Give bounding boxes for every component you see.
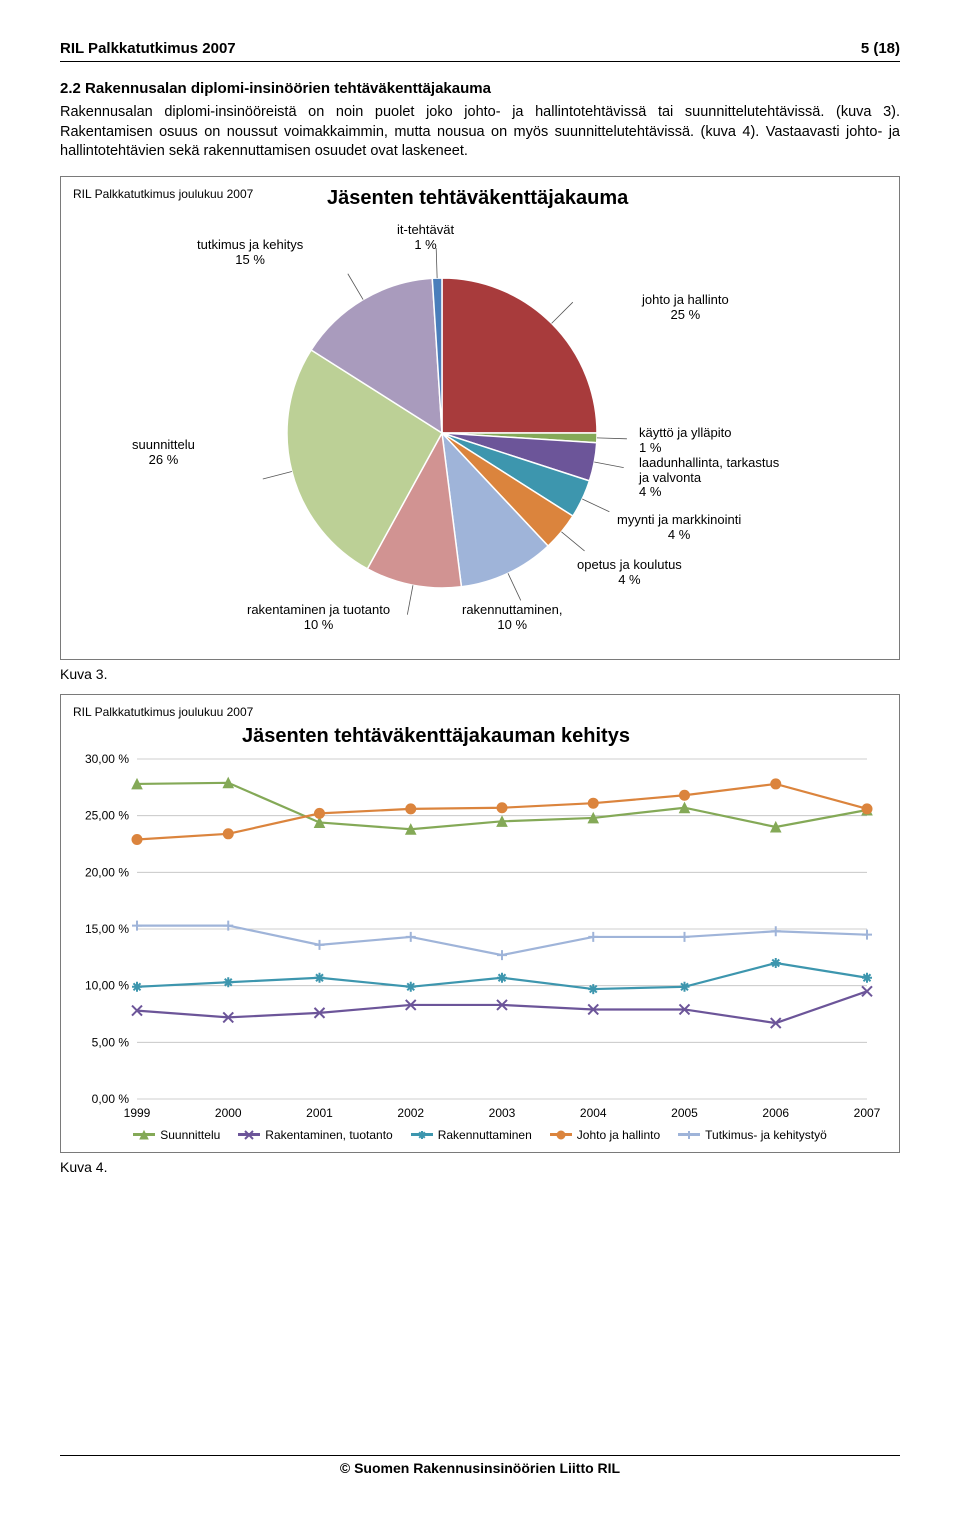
legend-item: Tutkimus- ja kehitystyö bbox=[678, 1128, 827, 1142]
legend-item: Rakentaminen, tuotanto bbox=[238, 1128, 392, 1142]
line-chart-title: Jäsenten tehtäväkenttäjakauman kehitys bbox=[242, 725, 630, 748]
line-header-note: RIL Palkkatutkimus joulukuu 2007 bbox=[73, 705, 253, 719]
line-chart-box: RIL Palkkatutkimus joulukuu 2007 Jäsente… bbox=[60, 694, 900, 1153]
pie-label-johto: johto ja hallinto25 % bbox=[642, 293, 729, 323]
svg-text:2007: 2007 bbox=[854, 1106, 881, 1120]
pie-label-tutkimus: tutkimus ja kehitys15 % bbox=[197, 238, 303, 268]
svg-text:2002: 2002 bbox=[397, 1106, 424, 1120]
pie-label-suunnittelu: suunnittelu26 % bbox=[132, 438, 195, 468]
svg-text:2005: 2005 bbox=[671, 1106, 698, 1120]
svg-text:10,00 %: 10,00 % bbox=[85, 978, 129, 992]
header-rule bbox=[60, 61, 900, 62]
pie-label-rakennutt: rakennuttaminen,10 % bbox=[462, 603, 562, 633]
svg-text:15,00 %: 15,00 % bbox=[85, 922, 129, 936]
svg-text:5,00 %: 5,00 % bbox=[92, 1035, 130, 1049]
svg-text:2006: 2006 bbox=[762, 1106, 789, 1120]
svg-text:2003: 2003 bbox=[489, 1106, 516, 1120]
line-chart-svg: 0,00 % 5,00 % 10,00 % 15,00 % 20,00 % 25,00 %… bbox=[67, 749, 887, 1139]
line-legend: Suunnittelu Rakentaminen, tuotanto Rakennu… bbox=[67, 1128, 893, 1142]
pie-fig-label: Kuva 3. bbox=[60, 666, 900, 682]
pie-label-it: it-tehtävät1 % bbox=[397, 223, 454, 253]
svg-text:2004: 2004 bbox=[580, 1106, 607, 1120]
footer-text: © Suomen Rakennusinsinöörien Liitto RIL bbox=[60, 1455, 900, 1476]
svg-text:30,00 %: 30,00 % bbox=[85, 752, 129, 766]
svg-text:2000: 2000 bbox=[215, 1106, 242, 1120]
svg-text:1999: 1999 bbox=[124, 1106, 151, 1120]
doc-title: RIL Palkkatutkimus 2007 bbox=[60, 40, 236, 57]
pie-label-opetus: opetus ja koulutus4 % bbox=[577, 558, 682, 588]
pie-label-kaytto: käyttö ja ylläpito 1 % laadunhallinta, t… bbox=[639, 426, 779, 501]
section-paragraph: Rakennusalan diplomi-insinööreistä on no… bbox=[60, 103, 900, 162]
page-number: 5 (18) bbox=[861, 40, 900, 57]
pie-chart-svg bbox=[67, 183, 887, 643]
pie-slice bbox=[442, 278, 597, 433]
pie-chart-box: RIL Palkkatutkimus joulukuu 2007 Jäsente… bbox=[60, 176, 900, 660]
svg-text:20,00 %: 20,00 % bbox=[85, 865, 129, 879]
legend-item: Johto ja hallinto bbox=[550, 1128, 660, 1142]
svg-text:25,00 %: 25,00 % bbox=[85, 808, 129, 822]
line-series bbox=[137, 991, 867, 1023]
svg-text:0,00 %: 0,00 % bbox=[92, 1092, 130, 1106]
svg-text:2001: 2001 bbox=[306, 1106, 333, 1120]
pie-label-rakentaminen: rakentaminen ja tuotanto10 % bbox=[247, 603, 390, 633]
legend-item: Rakennuttaminen bbox=[411, 1128, 532, 1142]
section-heading: 2.2 Rakennusalan diplomi-insinöörien teh… bbox=[60, 80, 900, 97]
line-fig-label: Kuva 4. bbox=[60, 1159, 900, 1175]
pie-label-myynti: myynti ja markkinointi4 % bbox=[617, 513, 741, 543]
legend-item: Suunnittelu bbox=[133, 1128, 220, 1142]
